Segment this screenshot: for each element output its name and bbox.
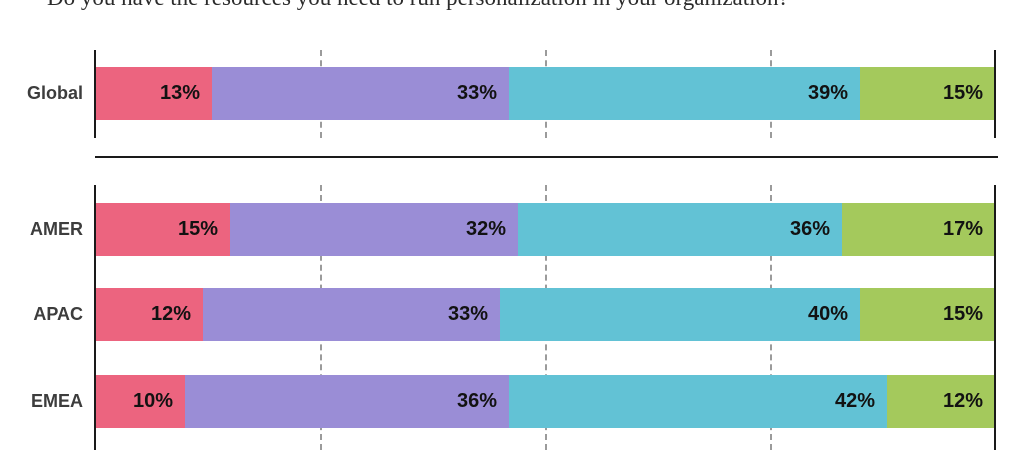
chart-title: Do you have the resources you need to ru… [47,0,789,11]
bar-segment: 15% [860,288,995,341]
bar-row-emea: 10% 36% 42% 12% [95,375,995,428]
row-label-amer: AMER [30,219,83,239]
axis-line-right [994,50,996,138]
bar-segment: 15% [860,67,995,120]
bar-row-amer: 15% 32% 36% 17% [95,203,995,256]
axis-line-left [94,50,96,138]
segment-value-label: 36% [789,218,830,240]
row-label-global: Global [26,83,83,103]
segment-value-label: 40% [807,303,848,325]
bar-segment: 39% [509,67,860,120]
global-chart-area: 13% 33% 39% 15% [94,50,996,138]
regional-chart-area: 15% 32% 36% 17% 12% 33% 40% 15% 10% 36% … [94,185,996,450]
axis-line-left [94,185,96,450]
bar-segment: 17% [842,203,995,256]
axis-line-right [994,185,996,450]
bar-segment: 10% [95,375,185,428]
segment-value-label: 13% [159,82,200,104]
section-divider [95,156,998,158]
bar-segment: 15% [95,203,230,256]
bar-segment: 32% [230,203,518,256]
row-label-apac: APAC [33,304,83,324]
row-label-emea: EMEA [30,391,83,411]
segment-value-label: 10% [132,390,173,412]
segment-value-label: 12% [942,390,983,412]
segment-value-label: 15% [942,303,983,325]
segment-value-label: 17% [942,218,983,240]
segment-value-label: 33% [447,303,488,325]
bar-segment: 33% [203,288,500,341]
bar-segment: 40% [500,288,860,341]
bar-segment: 13% [95,67,212,120]
segment-value-label: 15% [177,218,218,240]
bar-segment: 12% [887,375,995,428]
bar-segment: 42% [509,375,887,428]
segment-value-label: 33% [456,82,497,104]
bar-segment: 36% [518,203,842,256]
bar-segment: 36% [185,375,509,428]
segment-value-label: 15% [942,82,983,104]
bar-row-apac: 12% 33% 40% 15% [95,288,995,341]
segment-value-label: 32% [465,218,506,240]
segment-value-label: 42% [834,390,875,412]
bar-row-global: 13% 33% 39% 15% [95,67,995,120]
segment-value-label: 39% [807,82,848,104]
bar-segment: 33% [212,67,509,120]
bar-segment: 12% [95,288,203,341]
segment-value-label: 36% [456,390,497,412]
segment-value-label: 12% [150,303,191,325]
